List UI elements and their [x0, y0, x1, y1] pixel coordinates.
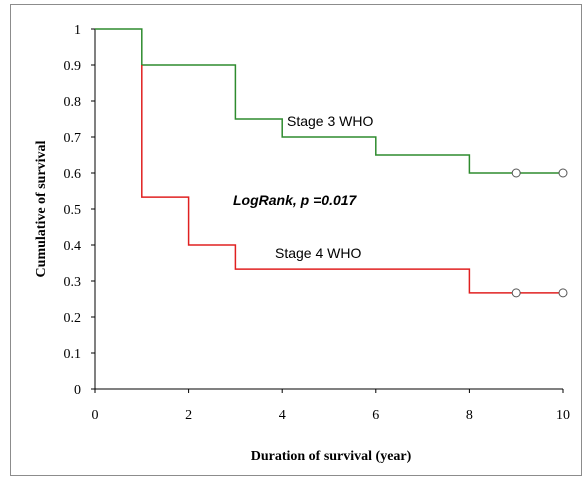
series-label-stage-3: Stage 3 WHO: [287, 113, 373, 129]
y-tick-label: 0.5: [64, 203, 82, 218]
logrank-annotation: LogRank, p =0.017: [233, 192, 358, 208]
y-axis-title: Cumulative of survival: [34, 140, 49, 277]
x-tick-label: 8: [466, 408, 473, 423]
y-tick-label: 0.6: [64, 167, 82, 182]
y-tick-label: 0.1: [64, 347, 82, 362]
x-tick-label: 10: [556, 408, 570, 423]
y-tick-label: 0.3: [64, 275, 82, 290]
y-tick-label: 0.9: [64, 59, 82, 74]
y-tick-label: 0.4: [64, 239, 82, 254]
series-layer: [95, 28, 563, 294]
x-tick-label: 2: [185, 408, 192, 423]
censor-marker-layer: [511, 168, 568, 298]
x-tick-label: 6: [372, 408, 379, 423]
series-line-4: [141, 65, 563, 294]
y-tick-label: 0.8: [64, 95, 82, 110]
y-tick-label: 0.7: [64, 131, 82, 146]
x-tick-label: 0: [92, 408, 99, 423]
axes: [91, 28, 564, 393]
censor-marker: [511, 168, 521, 178]
series-line-3: [95, 28, 563, 174]
x-tick-label: 4: [279, 408, 286, 423]
censor-marker: [558, 288, 568, 298]
series-label-stage-4: Stage 4 WHO: [275, 245, 361, 261]
tick-labels: 0 2 4 6 8 10 0 0.1 0.2 0.3 0.4 0.5 0.6 0.7 0.8 0.9 1: [64, 23, 571, 423]
censor-marker: [558, 168, 568, 178]
chart-frame: [10, 4, 582, 476]
y-tick-label: 1: [74, 23, 81, 38]
y-tick-label: 0: [74, 383, 81, 398]
y-tick-label: 0.2: [64, 311, 82, 326]
x-axis-title: Duration of survival (year): [251, 449, 412, 464]
censor-marker: [511, 288, 521, 298]
